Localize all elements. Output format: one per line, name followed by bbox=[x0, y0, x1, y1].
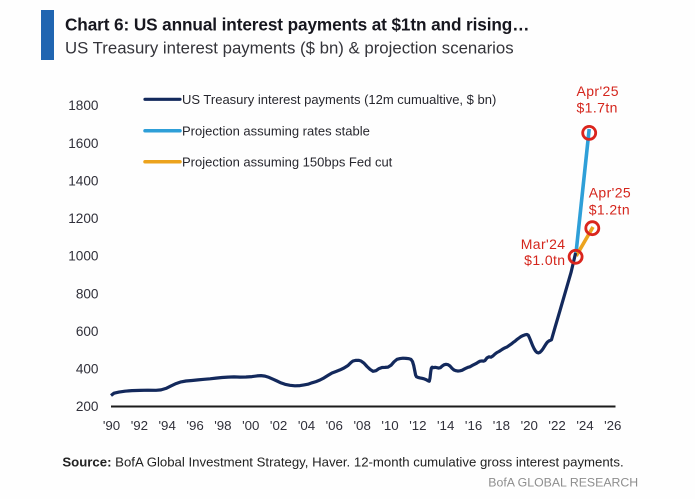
svg-text:'14: '14 bbox=[437, 418, 454, 433]
svg-text:Projection assuming rates stab: Projection assuming rates stable bbox=[182, 124, 370, 139]
svg-text:'96: '96 bbox=[186, 418, 203, 433]
svg-text:$1.7tn: $1.7tn bbox=[577, 99, 618, 115]
svg-text:'02: '02 bbox=[270, 418, 287, 433]
svg-text:$1.2tn: $1.2tn bbox=[589, 202, 630, 218]
svg-text:'08: '08 bbox=[354, 418, 371, 433]
svg-text:Chart 6: US annual interest pa: Chart 6: US annual interest payments at … bbox=[65, 14, 529, 34]
svg-text:$1.0tn: $1.0tn bbox=[524, 252, 565, 268]
svg-text:'90: '90 bbox=[103, 418, 120, 433]
svg-text:US Treasury interest payments: US Treasury interest payments ($ bn) & p… bbox=[65, 39, 514, 58]
svg-text:'98: '98 bbox=[214, 418, 231, 433]
svg-text:'26: '26 bbox=[604, 418, 621, 433]
svg-text:'00: '00 bbox=[242, 418, 259, 433]
svg-text:800: 800 bbox=[76, 286, 99, 301]
svg-text:'06: '06 bbox=[326, 418, 343, 433]
svg-text:'04: '04 bbox=[298, 418, 315, 433]
svg-text:1600: 1600 bbox=[68, 136, 99, 151]
svg-text:Mar'24: Mar'24 bbox=[521, 236, 566, 252]
svg-text:400: 400 bbox=[76, 362, 99, 377]
svg-text:BofA GLOBAL RESEARCH: BofA GLOBAL RESEARCH bbox=[488, 476, 638, 490]
svg-text:1400: 1400 bbox=[68, 174, 99, 189]
svg-text:'24: '24 bbox=[576, 418, 593, 433]
svg-text:200: 200 bbox=[76, 399, 99, 414]
svg-text:'12: '12 bbox=[409, 418, 426, 433]
svg-text:1000: 1000 bbox=[68, 249, 99, 264]
svg-text:Apr'25: Apr'25 bbox=[589, 185, 631, 201]
svg-text:Apr'25: Apr'25 bbox=[577, 83, 619, 99]
svg-text:'10: '10 bbox=[381, 418, 398, 433]
svg-text:'94: '94 bbox=[159, 418, 176, 433]
svg-text:Source: BofA Global Investment: Source: BofA Global Investment Strategy,… bbox=[62, 455, 623, 470]
svg-text:'22: '22 bbox=[548, 418, 565, 433]
svg-text:600: 600 bbox=[76, 324, 99, 339]
svg-text:'16: '16 bbox=[465, 418, 482, 433]
svg-text:Projection assuming 150bps Fed: Projection assuming 150bps Fed cut bbox=[182, 155, 393, 170]
svg-text:1800: 1800 bbox=[68, 98, 99, 113]
svg-text:'20: '20 bbox=[521, 418, 538, 433]
svg-text:US Treasury interest payments: US Treasury interest payments (12m cumua… bbox=[182, 92, 496, 107]
svg-text:1200: 1200 bbox=[68, 211, 99, 226]
svg-text:'92: '92 bbox=[131, 418, 148, 433]
svg-text:'18: '18 bbox=[493, 418, 510, 433]
